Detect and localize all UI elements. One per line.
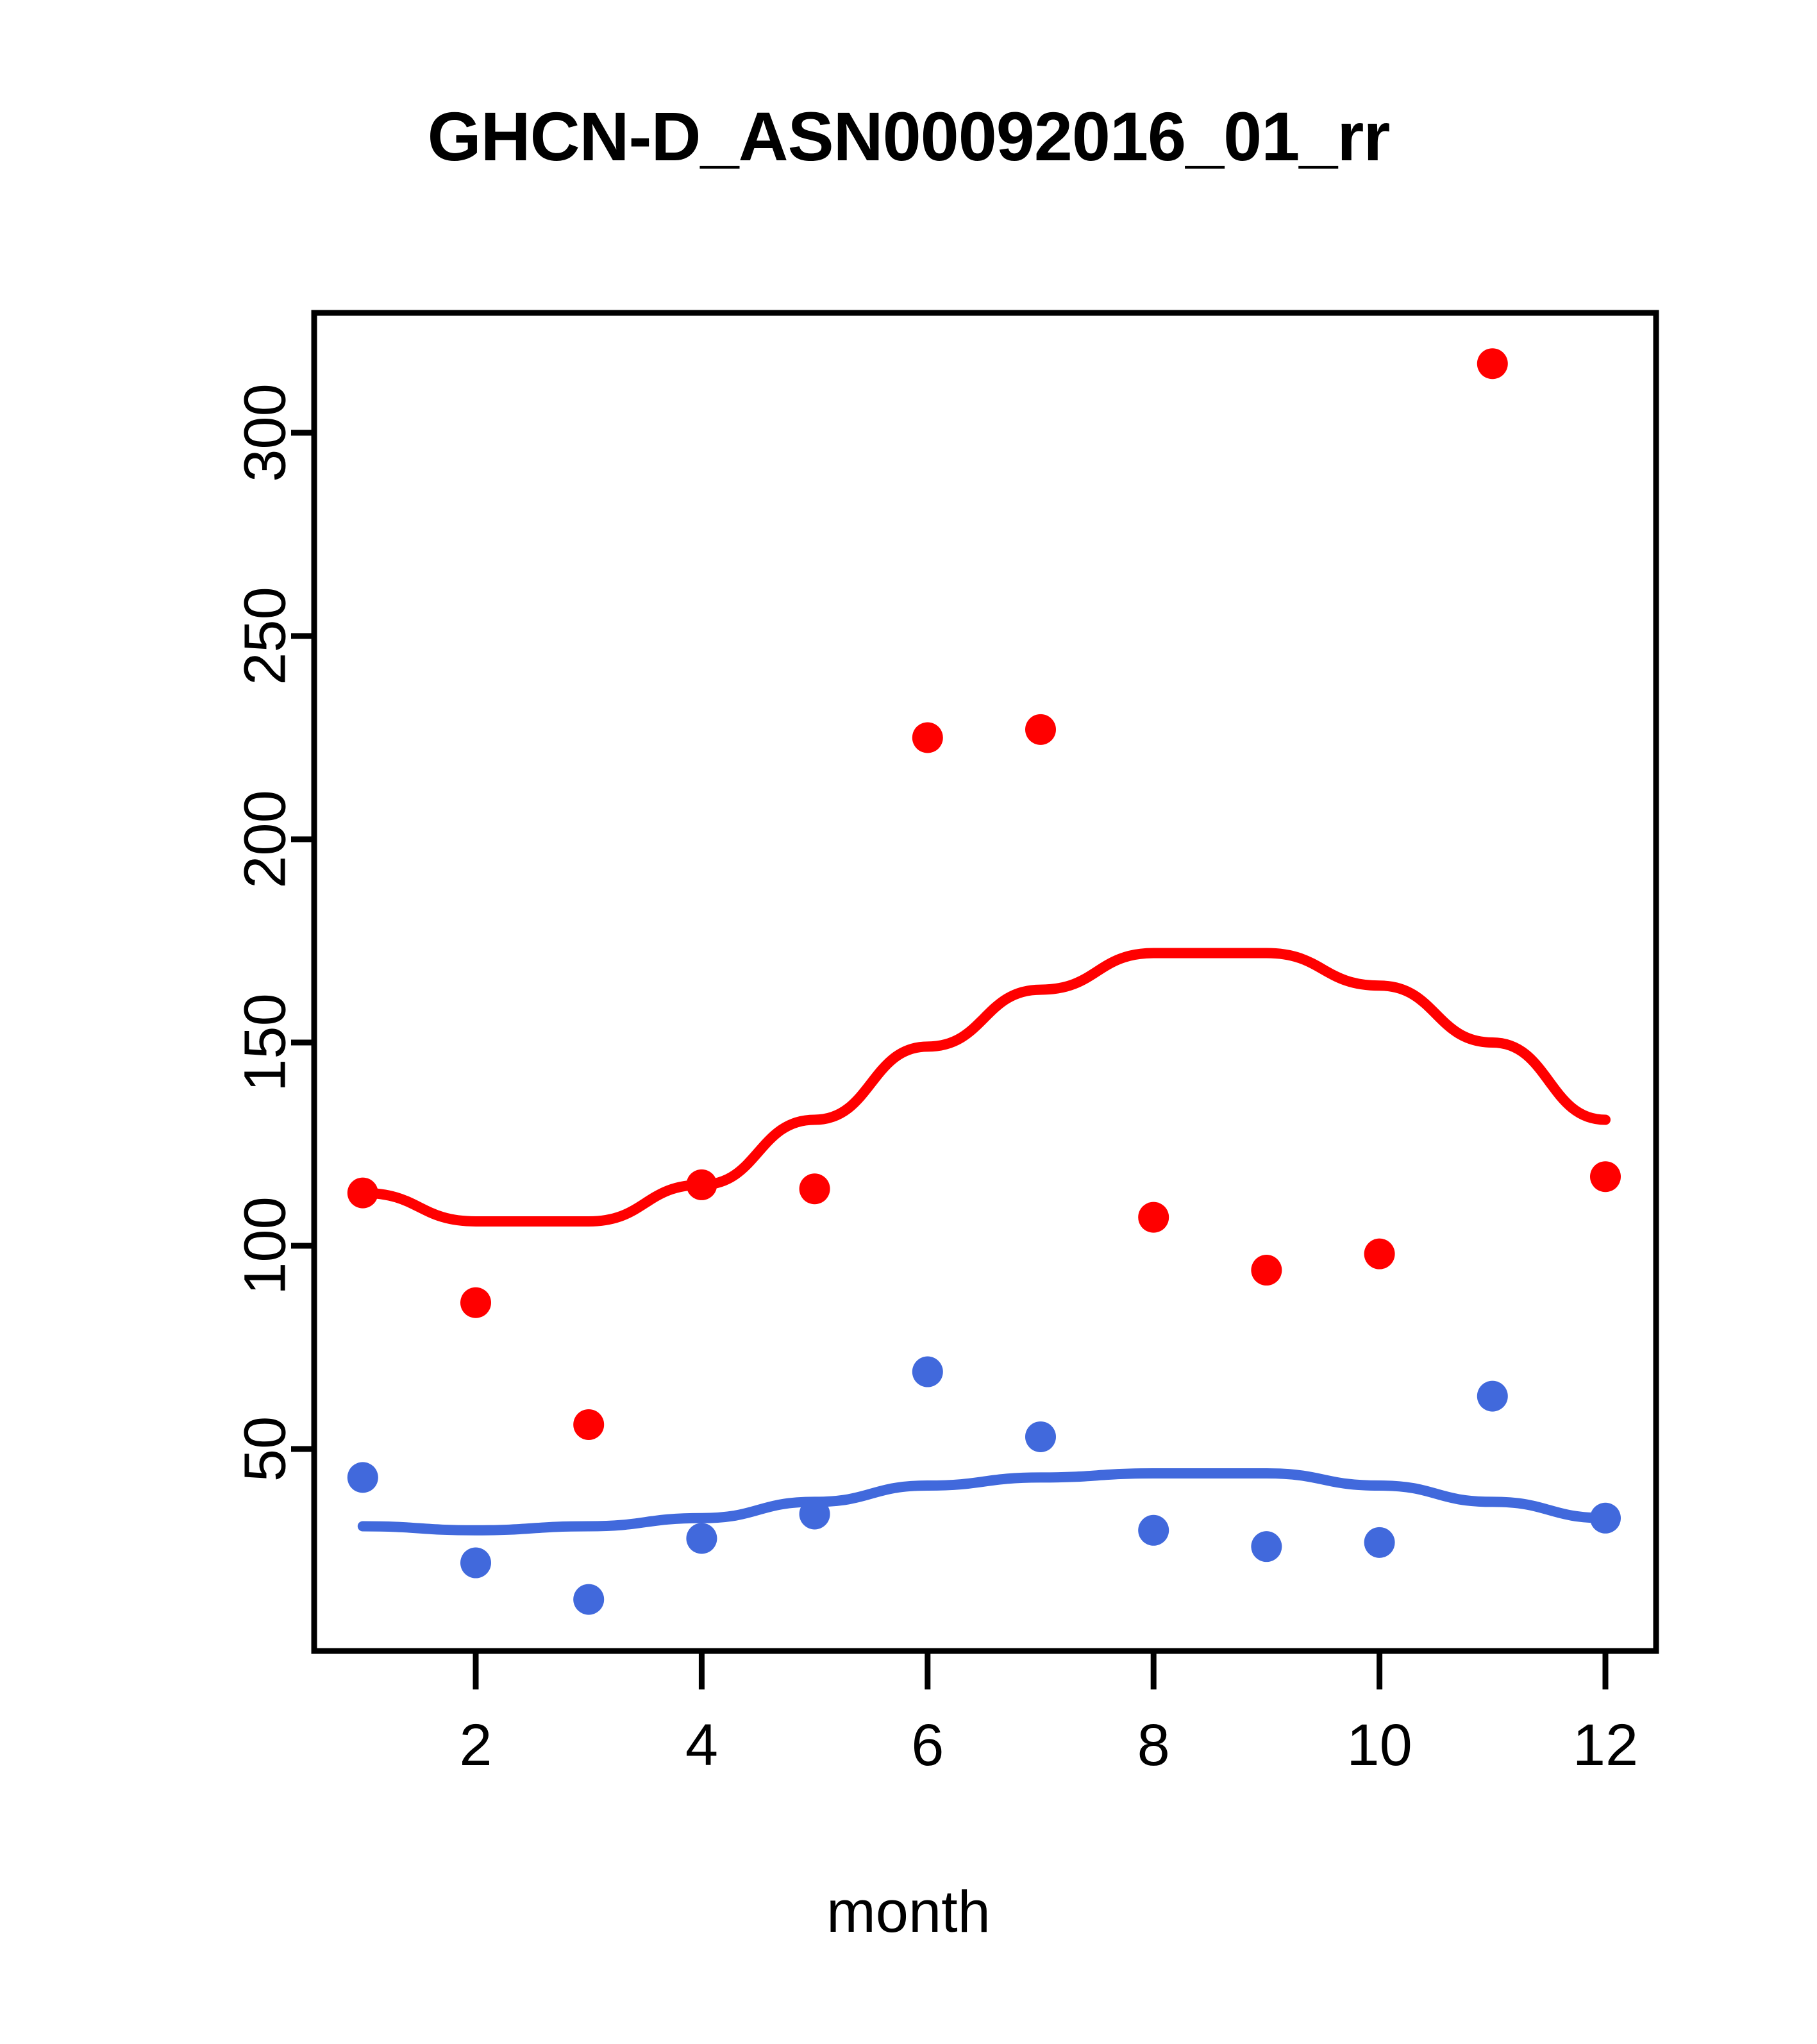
y-axis-tick-label: 100 xyxy=(232,1196,297,1295)
y-axis-tick-labels: 50 100 150 200 250 300 xyxy=(232,383,297,1482)
data-point xyxy=(347,1462,378,1493)
series-line-red-line xyxy=(357,948,1611,1227)
x-axis-tick-labels: 2 4 6 8 10 12 xyxy=(459,1713,1638,1778)
y-axis-tick-label: 50 xyxy=(232,1416,297,1482)
x-axis-tick-label: 8 xyxy=(1137,1713,1170,1778)
plot-frame xyxy=(311,310,1659,1654)
data-point xyxy=(1025,714,1056,745)
data-point xyxy=(460,1547,491,1579)
page-title: GHCN-D_ASN00092016_01_rr xyxy=(427,97,1391,175)
data-point xyxy=(686,1169,717,1200)
data-point xyxy=(1477,1380,1508,1412)
data-point xyxy=(573,1409,605,1440)
data-point xyxy=(1138,1514,1169,1546)
series-points xyxy=(347,348,1621,1615)
data-point xyxy=(912,722,943,753)
y-axis-tick-label: 200 xyxy=(232,790,297,889)
data-point xyxy=(1251,1255,1282,1286)
x-axis-tick-label: 4 xyxy=(685,1713,718,1778)
data-point xyxy=(1590,1161,1621,1193)
x-axis-tick-label: 2 xyxy=(459,1713,492,1778)
data-point xyxy=(912,1356,943,1387)
data-point xyxy=(799,1173,830,1205)
axis-lines xyxy=(291,310,1659,1689)
y-axis-tick-label: 250 xyxy=(232,587,297,685)
x-axis-tick-label: 12 xyxy=(1573,1713,1638,1778)
data-point xyxy=(347,1177,378,1209)
data-point xyxy=(1364,1527,1395,1558)
data-point xyxy=(1477,348,1508,380)
data-point xyxy=(1025,1421,1056,1452)
data-point xyxy=(1364,1238,1395,1269)
data-point xyxy=(799,1498,830,1530)
x-axis-tick-label: 6 xyxy=(911,1713,944,1778)
series-lines xyxy=(357,948,1611,1536)
data-point xyxy=(460,1287,491,1318)
data-point xyxy=(686,1523,717,1554)
data-point xyxy=(1138,1202,1169,1233)
series-line-blue-line xyxy=(357,1468,1611,1536)
data-point xyxy=(1590,1502,1621,1534)
y-axis-tick-label: 300 xyxy=(232,383,297,482)
y-axis-tick-label: 150 xyxy=(232,993,297,1092)
data-point xyxy=(1251,1531,1282,1562)
data-point xyxy=(573,1584,605,1615)
x-axis-label: month xyxy=(826,1879,991,1945)
x-axis-tick-label: 10 xyxy=(1346,1713,1412,1778)
